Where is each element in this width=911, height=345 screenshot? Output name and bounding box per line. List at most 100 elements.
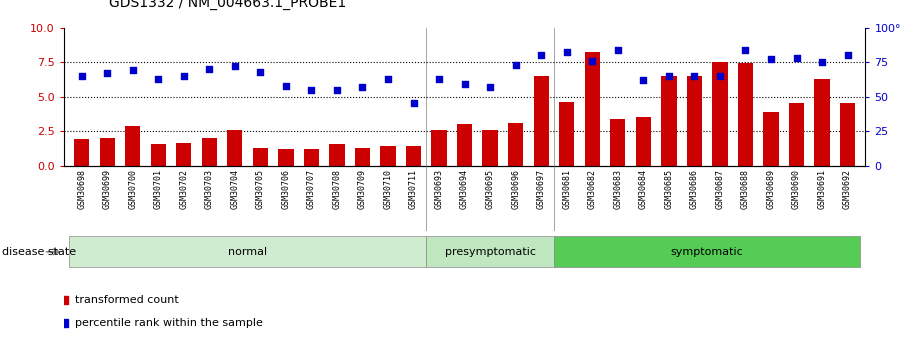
Bar (201, 138, 217, 166)
FancyBboxPatch shape (69, 236, 426, 267)
Text: disease state: disease state (2, 247, 76, 257)
FancyBboxPatch shape (426, 236, 554, 267)
Text: GSM30706: GSM30706 (281, 169, 291, 209)
Point (534, 52, 548, 58)
Point (508, 62, 523, 68)
Bar (406, 146, 421, 166)
Text: GSM30709: GSM30709 (358, 169, 367, 209)
Point (763, 57, 778, 62)
Bar (381, 146, 395, 166)
Text: GSM30691: GSM30691 (817, 169, 826, 209)
Text: GSM30694: GSM30694 (460, 169, 469, 209)
Point (814, 59, 829, 65)
Bar (278, 149, 293, 166)
Point (406, 101, 421, 106)
Bar (457, 124, 472, 166)
Text: GSM30693: GSM30693 (435, 169, 444, 209)
Point (228, 63, 242, 69)
Point (559, 50, 574, 55)
Text: normal: normal (228, 247, 267, 257)
Bar (534, 76, 548, 166)
Text: GDS1332 / NM_004663.1_PROBE1: GDS1332 / NM_004663.1_PROBE1 (109, 0, 346, 10)
Bar (432, 130, 446, 166)
Text: GSM30708: GSM30708 (333, 169, 342, 209)
Point (177, 73, 191, 79)
Bar (789, 104, 804, 166)
Bar (227, 130, 242, 166)
Point (585, 58, 599, 63)
Text: GSM30701: GSM30701 (154, 169, 163, 209)
Text: GSM30692: GSM30692 (843, 169, 852, 209)
Point (126, 68, 140, 73)
Point (840, 52, 855, 58)
Point (330, 87, 344, 92)
Point (712, 73, 727, 79)
Text: transformed count: transformed count (75, 295, 179, 305)
Text: GSM30710: GSM30710 (384, 169, 393, 209)
Text: GSM30685: GSM30685 (664, 169, 673, 209)
Text: GSM30682: GSM30682 (588, 169, 597, 209)
Text: GSM30681: GSM30681 (562, 169, 571, 209)
Bar (125, 126, 140, 166)
Bar (176, 143, 191, 166)
Text: GSM30684: GSM30684 (639, 169, 648, 209)
Bar (636, 117, 651, 166)
Point (355, 84, 370, 90)
Bar (303, 149, 319, 166)
Text: GSM30700: GSM30700 (128, 169, 138, 209)
Text: GSM30695: GSM30695 (486, 169, 495, 209)
Point (636, 77, 650, 83)
Bar (508, 123, 523, 166)
Text: GSM30698: GSM30698 (77, 169, 87, 209)
Bar (483, 130, 497, 166)
Point (279, 83, 293, 88)
Text: GSM30697: GSM30697 (537, 169, 546, 209)
Point (100, 70, 115, 76)
Bar (687, 76, 702, 166)
Point (381, 76, 395, 81)
Text: GSM30687: GSM30687 (715, 169, 724, 209)
Point (253, 69, 268, 75)
Bar (99, 138, 115, 166)
Bar (585, 52, 600, 166)
Text: percentile rank within the sample: percentile rank within the sample (75, 318, 262, 328)
Point (304, 87, 319, 92)
Text: GSM30707: GSM30707 (307, 169, 316, 209)
Bar (661, 76, 677, 166)
Point (151, 76, 166, 81)
Text: GSM30690: GSM30690 (792, 169, 801, 209)
Point (661, 73, 676, 79)
Point (202, 66, 217, 72)
Bar (763, 112, 779, 166)
Bar (252, 148, 268, 166)
Point (789, 55, 804, 61)
Bar (712, 62, 728, 166)
Point (457, 81, 472, 87)
Text: presymptomatic: presymptomatic (445, 247, 536, 257)
Text: GSM30683: GSM30683 (613, 169, 622, 209)
Bar (814, 79, 830, 166)
Bar (840, 104, 855, 166)
Text: GSM30689: GSM30689 (766, 169, 775, 209)
Bar (354, 148, 370, 166)
Text: GSM30702: GSM30702 (179, 169, 189, 209)
Text: GSM30703: GSM30703 (205, 169, 214, 209)
Point (432, 76, 446, 81)
Bar (150, 144, 166, 166)
Point (610, 47, 625, 52)
Bar (559, 102, 575, 166)
FancyBboxPatch shape (554, 236, 860, 267)
Bar (738, 63, 753, 166)
Bar (610, 119, 626, 166)
Text: GSM30699: GSM30699 (103, 169, 112, 209)
Text: GSM30686: GSM30686 (690, 169, 699, 209)
Bar (329, 144, 344, 166)
Text: GSM30688: GSM30688 (741, 169, 750, 209)
Point (738, 47, 752, 52)
Text: GSM30696: GSM30696 (511, 169, 520, 209)
Text: GSM30705: GSM30705 (256, 169, 265, 209)
Text: symptomatic: symptomatic (670, 247, 743, 257)
Bar (74, 139, 89, 166)
Text: GSM30704: GSM30704 (230, 169, 240, 209)
Point (687, 73, 701, 79)
